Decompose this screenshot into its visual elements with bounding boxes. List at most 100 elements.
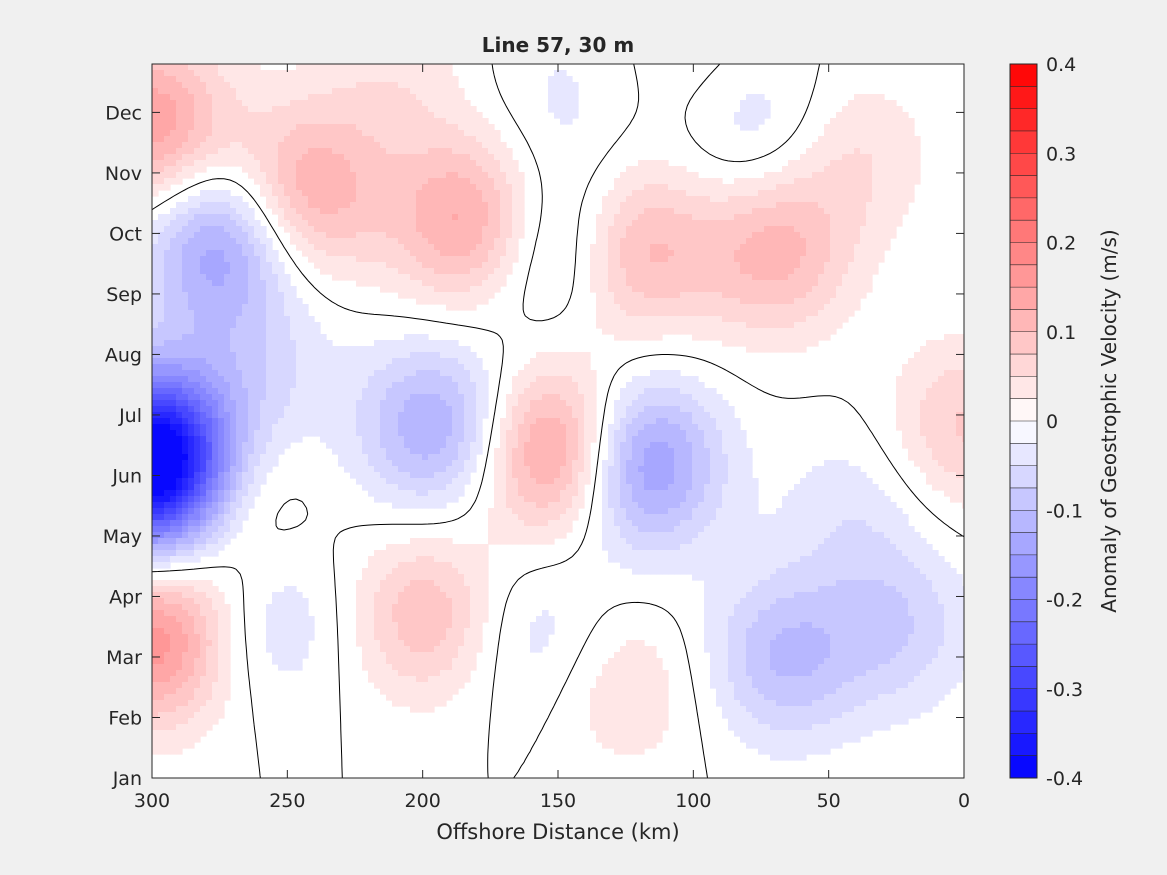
heatmap-cell xyxy=(866,226,873,233)
heatmap-cell xyxy=(392,112,399,119)
heatmap-cell xyxy=(656,244,663,251)
heatmap-cell xyxy=(812,166,819,173)
heatmap-cell xyxy=(650,292,657,299)
heatmap-cell xyxy=(842,154,849,161)
heatmap-cell xyxy=(428,76,435,83)
heatmap-cell xyxy=(206,388,213,395)
heatmap-cell xyxy=(440,292,447,299)
heatmap-cell xyxy=(212,388,219,395)
heatmap-cell xyxy=(770,232,777,239)
heatmap-cell xyxy=(320,406,327,413)
heatmap-cell xyxy=(650,208,657,215)
heatmap-cell xyxy=(488,196,495,203)
heatmap-cell xyxy=(290,136,297,143)
heatmap-cell xyxy=(806,214,813,221)
heatmap-cell xyxy=(176,370,183,377)
heatmap-cell xyxy=(548,382,555,389)
heatmap-cell xyxy=(758,250,765,257)
heatmap-cell xyxy=(752,208,759,215)
heatmap-cell xyxy=(866,268,873,275)
heatmap-cell xyxy=(284,412,291,419)
heatmap-cell xyxy=(380,400,387,407)
heatmap-cell xyxy=(416,412,423,419)
heatmap-cell xyxy=(236,412,243,419)
heatmap-cell xyxy=(152,112,159,119)
heatmap-cell xyxy=(398,112,405,119)
heatmap-cell xyxy=(602,328,609,335)
heatmap-cell xyxy=(488,148,495,155)
heatmap-cell xyxy=(452,232,459,239)
heatmap-cell xyxy=(908,178,915,185)
heatmap-cell xyxy=(710,190,717,197)
heatmap-cell xyxy=(170,118,177,125)
heatmap-cell xyxy=(440,94,447,101)
heatmap-cell xyxy=(902,124,909,131)
heatmap-cell xyxy=(380,64,387,71)
heatmap-cell xyxy=(710,262,717,269)
heatmap-cell xyxy=(656,394,663,401)
heatmap-cell xyxy=(548,370,555,377)
heatmap-cell xyxy=(734,214,741,221)
heatmap-cell xyxy=(218,154,225,161)
heatmap-cell xyxy=(200,196,207,203)
heatmap-cell xyxy=(692,190,699,197)
heatmap-cell xyxy=(836,190,843,197)
heatmap-cell xyxy=(872,118,879,125)
heatmap-cell xyxy=(866,118,873,125)
heatmap-cell xyxy=(506,226,513,233)
heatmap-cell xyxy=(374,370,381,377)
heatmap-cell xyxy=(326,106,333,113)
heatmap-cell xyxy=(860,148,867,155)
heatmap-cell xyxy=(572,370,579,377)
heatmap-cell xyxy=(248,172,255,179)
heatmap-cell xyxy=(428,148,435,155)
heatmap-cell xyxy=(932,382,939,389)
heatmap-cell xyxy=(278,274,285,281)
heatmap-cell xyxy=(320,166,327,173)
heatmap-cell xyxy=(320,190,327,197)
heatmap-cell xyxy=(224,148,231,155)
heatmap-cell xyxy=(410,232,417,239)
heatmap-cell xyxy=(482,118,489,125)
heatmap-cell xyxy=(434,82,441,89)
heatmap-cell xyxy=(332,172,339,179)
heatmap-cell xyxy=(740,202,747,209)
heatmap-cell xyxy=(776,190,783,197)
heatmap-cell xyxy=(752,328,759,335)
heatmap-cell xyxy=(362,64,369,71)
heatmap-cell xyxy=(848,190,855,197)
heatmap-cell xyxy=(182,376,189,383)
heatmap-cell xyxy=(242,406,249,413)
heatmap-cell xyxy=(614,280,621,287)
heatmap-cell xyxy=(320,184,327,191)
heatmap-cell xyxy=(164,130,171,137)
heatmap-cell xyxy=(836,256,843,263)
heatmap-cell xyxy=(296,412,303,419)
heatmap-cell xyxy=(938,346,945,353)
heatmap-cell xyxy=(590,394,597,401)
heatmap-cell xyxy=(878,226,885,233)
heatmap-cell xyxy=(206,232,213,239)
heatmap-cell xyxy=(158,304,165,311)
heatmap-cell xyxy=(374,88,381,95)
heatmap-cell xyxy=(950,346,957,353)
heatmap-cell xyxy=(326,184,333,191)
heatmap-cell xyxy=(230,70,237,77)
heatmap-cell xyxy=(170,304,177,311)
heatmap-cell xyxy=(254,304,261,311)
heatmap-cell xyxy=(392,412,399,419)
heatmap-cell xyxy=(242,292,249,299)
heatmap-cell xyxy=(260,250,267,257)
heatmap-cell xyxy=(158,148,165,155)
heatmap-cell xyxy=(578,388,585,395)
heatmap-cell xyxy=(524,364,531,371)
heatmap-cell xyxy=(386,394,393,401)
heatmap-cell xyxy=(494,244,501,251)
heatmap-cell xyxy=(698,178,705,185)
heatmap-cell xyxy=(290,364,297,371)
heatmap-cell xyxy=(788,268,795,275)
heatmap-cell xyxy=(620,268,627,275)
heatmap-cell xyxy=(248,160,255,167)
heatmap-cell xyxy=(782,172,789,179)
heatmap-cell xyxy=(254,346,261,353)
